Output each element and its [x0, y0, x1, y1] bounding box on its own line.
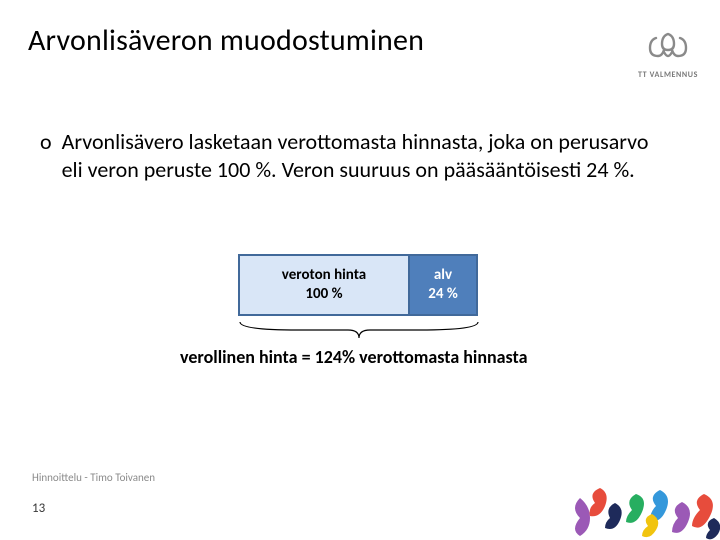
bullet-text: Arvonlisävero lasketaan verottomasta hin… [62, 128, 650, 184]
box-tax-free-price: veroton hinta 100 % [238, 254, 410, 316]
page-number: 13 [32, 501, 45, 516]
box2-line1: alv [410, 266, 476, 285]
brace-icon [238, 320, 480, 342]
slide-title: Arvonlisäveron muodostuminen [28, 22, 424, 59]
box1-line2: 100 % [240, 285, 408, 304]
footer-text: Hinnoittelu - Timo Toivanen [32, 471, 155, 484]
diagram-caption: verollinen hinta = 124% verottomasta hin… [180, 346, 540, 369]
vat-diagram: veroton hinta 100 % alv 24 % [238, 254, 478, 316]
box1-line1: veroton hinta [240, 266, 408, 285]
brand-logo: TT VALMENNUS [638, 30, 698, 80]
logo-icon [644, 30, 692, 66]
decorative-shapes-icon [560, 448, 720, 540]
box-vat: alv 24 % [408, 254, 478, 316]
bullet-item: o Arvonlisävero lasketaan verottomasta h… [40, 128, 650, 184]
box2-line2: 24 % [410, 285, 476, 304]
bullet-marker: o [40, 128, 52, 184]
logo-text: TT VALMENNUS [638, 70, 698, 80]
